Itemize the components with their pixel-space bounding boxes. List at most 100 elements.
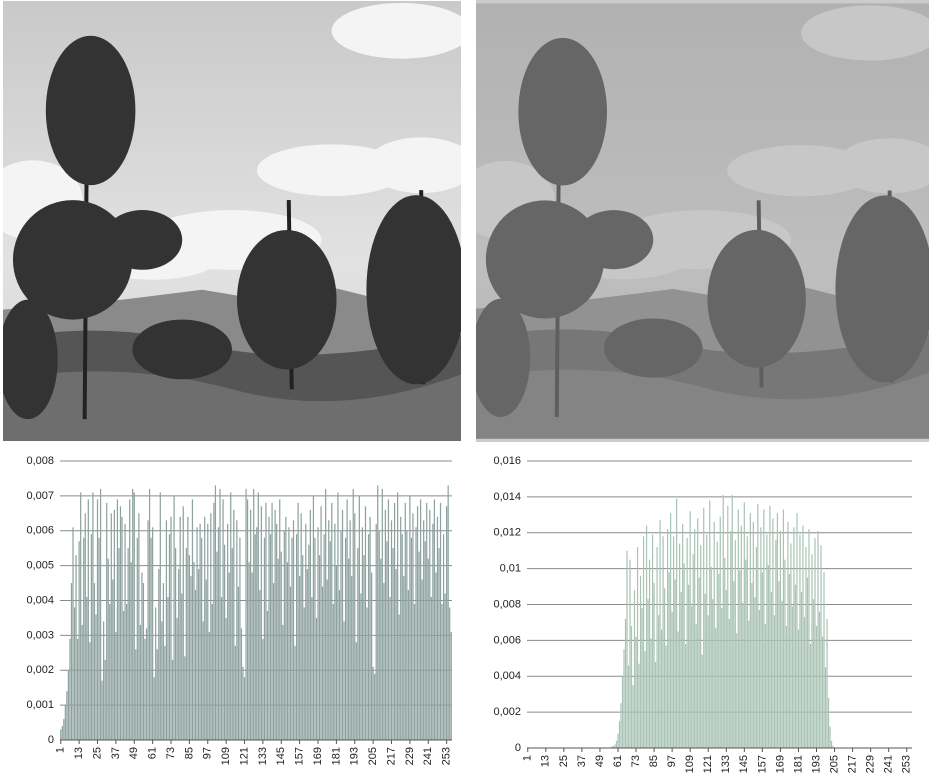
- bar: [262, 639, 263, 740]
- bar: [796, 513, 797, 748]
- bar: [334, 524, 335, 740]
- x-tick-label: 229: [865, 755, 877, 773]
- bar: [748, 621, 749, 748]
- bar: [337, 492, 338, 740]
- bar: [95, 614, 96, 740]
- bar: [653, 583, 654, 748]
- bar: [339, 590, 340, 740]
- bar: [422, 580, 423, 740]
- bar: [305, 524, 306, 740]
- bar: [181, 594, 182, 740]
- bar: [149, 489, 150, 740]
- photo-low-contrast: [476, 0, 929, 442]
- bar: [328, 520, 329, 740]
- bar: [184, 656, 185, 740]
- bar: [807, 578, 808, 748]
- bar: [696, 624, 697, 748]
- bar: [724, 558, 725, 748]
- bar: [101, 681, 102, 740]
- bar: [632, 685, 633, 748]
- x-tick-label: 193: [810, 755, 822, 773]
- bar: [100, 489, 101, 740]
- bar: [117, 499, 118, 740]
- x-tick-label: 241: [883, 755, 895, 773]
- bar: [290, 587, 291, 740]
- x-tick-label: 205: [367, 747, 379, 765]
- bar: [219, 489, 220, 740]
- bar: [242, 667, 243, 740]
- bar: [805, 547, 806, 748]
- bar: [661, 630, 662, 748]
- x-tick-label: 1: [522, 755, 534, 761]
- bar: [774, 615, 775, 748]
- bar: [382, 489, 383, 740]
- bar: [118, 548, 119, 740]
- bar: [371, 573, 372, 740]
- bar: [132, 489, 133, 740]
- bar: [374, 674, 375, 740]
- bar: [399, 614, 400, 740]
- bar: [256, 527, 257, 740]
- bar: [140, 625, 141, 740]
- bar: [94, 583, 95, 740]
- bar: [663, 536, 664, 748]
- x-tick-label: 169: [312, 747, 324, 765]
- x-tick-label: 13: [73, 747, 85, 759]
- bar: [756, 547, 757, 748]
- y-tick-label: 0: [48, 734, 54, 746]
- y-tick-label: 0,002: [26, 664, 54, 676]
- bar: [783, 509, 784, 748]
- bar: [742, 603, 743, 748]
- bar: [245, 489, 246, 740]
- bar: [643, 536, 644, 748]
- bar: [736, 633, 737, 748]
- bar: [213, 503, 214, 740]
- bar: [233, 510, 234, 740]
- bar: [170, 517, 171, 740]
- bar: [212, 604, 213, 740]
- bar: [105, 660, 106, 740]
- bar: [80, 492, 81, 740]
- bar: [380, 559, 381, 740]
- bar: [702, 655, 703, 748]
- x-tick-label: 85: [183, 747, 195, 759]
- bar: [726, 590, 727, 748]
- y-tick-label: 0,002: [493, 706, 521, 718]
- bar: [330, 541, 331, 740]
- bar: [446, 506, 447, 740]
- bar: [440, 503, 441, 740]
- bar: [143, 583, 144, 740]
- bar: [449, 607, 450, 740]
- bar: [221, 597, 222, 740]
- bar: [216, 552, 217, 740]
- bar: [444, 594, 445, 740]
- bar: [287, 562, 288, 740]
- bar: [638, 664, 639, 748]
- bar: [441, 604, 442, 740]
- bar: [215, 485, 216, 740]
- bar: [178, 569, 179, 740]
- bar: [438, 548, 439, 740]
- bar: [167, 597, 168, 740]
- bar: [134, 492, 135, 740]
- bar: [175, 548, 176, 740]
- bar: [264, 538, 265, 740]
- bar: [346, 499, 347, 740]
- bar: [135, 649, 136, 740]
- bar: [343, 621, 344, 740]
- bar: [640, 576, 641, 748]
- bar: [241, 628, 242, 740]
- bar: [741, 526, 742, 748]
- bar: [751, 583, 752, 748]
- bar: [141, 573, 142, 740]
- bar: [831, 741, 832, 748]
- bar: [432, 524, 433, 740]
- bar: [784, 560, 785, 748]
- bar: [180, 517, 181, 740]
- y-tick-label: 0: [515, 742, 521, 754]
- bar: [327, 580, 328, 740]
- bar: [369, 517, 370, 740]
- x-tick-label: 205: [828, 755, 840, 773]
- bar: [252, 573, 253, 740]
- bar: [769, 506, 770, 748]
